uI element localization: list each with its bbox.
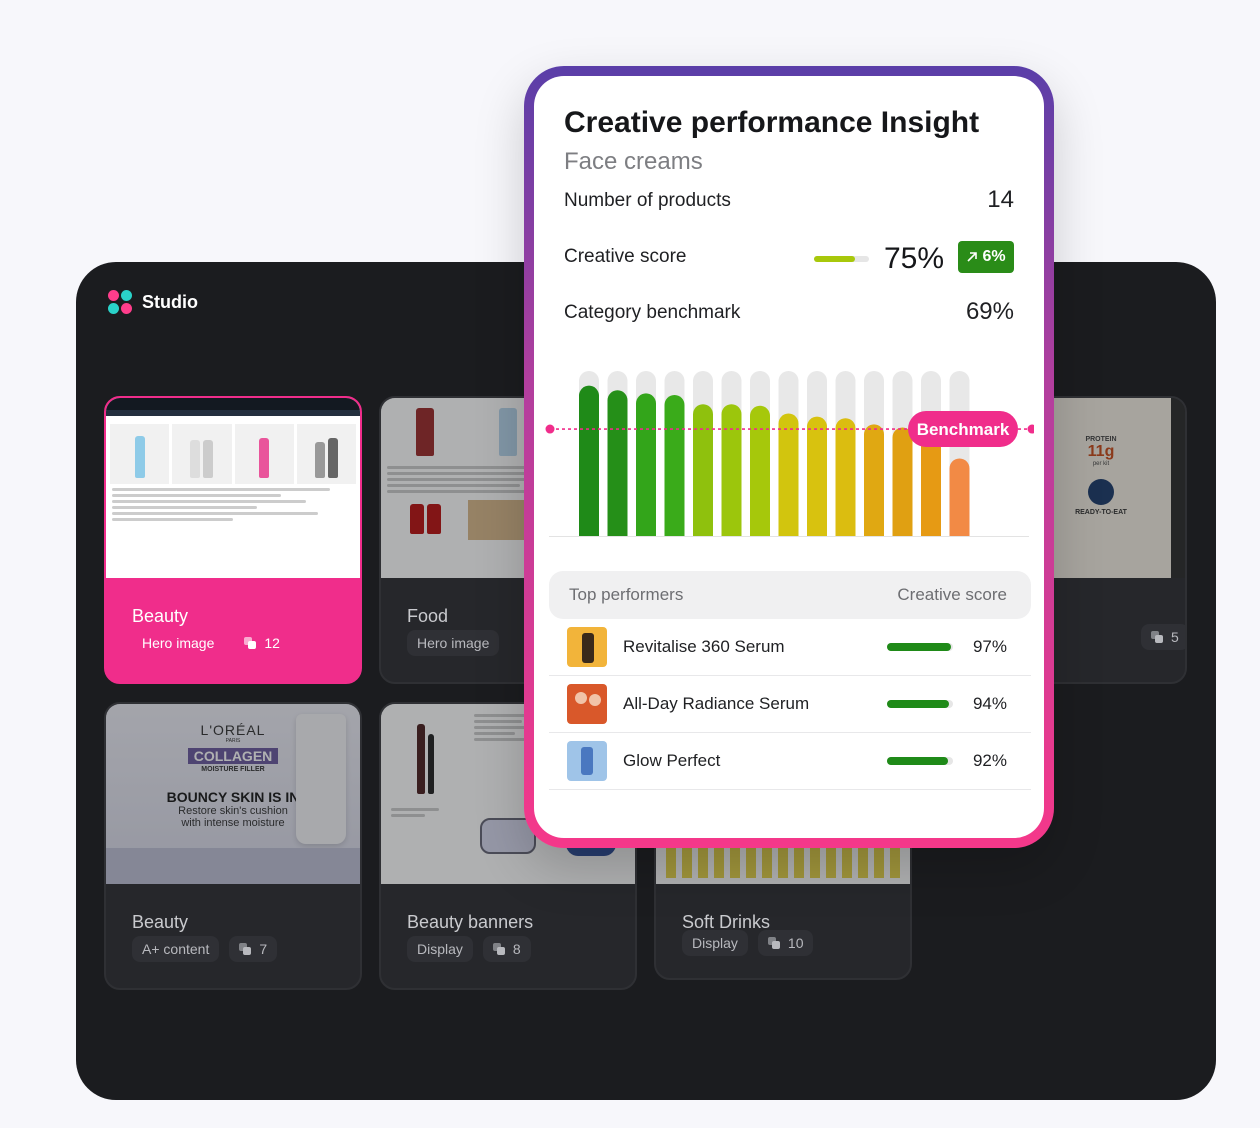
card-count: 10 (787, 935, 804, 951)
thumb-protein-ready: READY-TO-EAT (1075, 509, 1127, 516)
product-name: Glow Perfect (623, 751, 721, 770)
copy-icon (244, 637, 257, 649)
collection-card-beauty-hero[interactable]: Beauty Hero image 12 (104, 396, 362, 684)
product-thumbnail (567, 741, 607, 781)
chart-bar[interactable] (807, 416, 827, 536)
studio-name: Studio (142, 291, 198, 312)
thumb-headline: BOUNCY SKIN IS IN (166, 789, 300, 805)
table-row[interactable]: Revitalise 360 Serum 97% (549, 619, 1031, 676)
chart-bar[interactable] (921, 433, 941, 536)
benchmark-label: Benchmark (917, 420, 1010, 439)
score-bar (814, 256, 869, 262)
benchmark-endpoint (545, 424, 555, 434)
insight-panel-frame: Creative performance Insight Face creams… (524, 66, 1054, 848)
card-type-badge: Hero image (142, 635, 215, 651)
card-type-badge: Display (682, 930, 748, 956)
card-title: Beauty (132, 912, 189, 932)
chart-bar[interactable] (579, 385, 599, 536)
thumb-sub2: with intense moisture (181, 817, 285, 829)
collection-card-beauty-aplus[interactable]: L'ORÉAL PARIS COLLAGEN MOISTURE FILLER B… (104, 702, 362, 990)
score-delta: 6% (982, 248, 1006, 265)
card-count-badge: 8 (482, 936, 531, 962)
insight-subtitle: Face creams (564, 148, 703, 175)
chart-bar[interactable] (693, 404, 713, 536)
chart-bar[interactable] (949, 458, 970, 537)
score-label: Creative score (564, 246, 687, 267)
card-thumbnail (106, 398, 360, 578)
insight-title: Creative performance Insight (564, 106, 980, 139)
insight-panel: Creative performance Insight Face creams… (534, 76, 1044, 838)
studio-logo-icon (108, 290, 132, 314)
table-row[interactable]: All-Day Radiance Serum 94% (549, 676, 1031, 733)
thumb-collagen: COLLAGEN (187, 748, 279, 764)
card-title: Beauty (132, 606, 189, 626)
benchmark-label-pill (908, 411, 1018, 448)
product-score: 92% (972, 751, 1007, 770)
card-title: Food (407, 606, 449, 626)
thumb-brand-paris: PARIS (225, 738, 241, 744)
score-value: 75% (884, 242, 945, 275)
benchmark-endpoint (1027, 424, 1034, 434)
chart-bar[interactable] (778, 413, 799, 536)
benchmark-value: 69% (965, 298, 1014, 325)
card-type-badge: A+ content (132, 936, 220, 962)
product-name: Revitalise 360 Serum (623, 637, 785, 656)
header-creative-score: Creative score (897, 585, 1007, 604)
chart-bar[interactable] (721, 404, 742, 536)
score-delta-badge: 6% (958, 241, 1014, 273)
chart-bar[interactable] (664, 394, 685, 536)
table-header: Top performers Creative score (549, 571, 1031, 619)
chart-bar[interactable] (607, 390, 628, 536)
header-top-performers: Top performers (569, 585, 684, 604)
products-value: 14 (987, 186, 1014, 213)
card-type-badge: Hero image (407, 630, 500, 656)
score-distribution-chart: Benchmark (545, 371, 1034, 537)
card-count: 5 (1171, 629, 1179, 645)
card-count-badge: 7 (229, 936, 278, 962)
benchmark-label: Category benchmark (564, 302, 741, 323)
studio-logo[interactable]: Studio (108, 290, 198, 314)
thumb-protein-amount: 11g (1087, 443, 1115, 460)
card-title: Soft Drinks (682, 912, 771, 932)
card-count-badge: 10 (757, 930, 814, 956)
product-thumbnail (567, 684, 607, 724)
thumb-brand: L'ORÉAL (200, 722, 266, 738)
card-title: Beauty banners (407, 912, 534, 932)
thumb-protein-per: per kit (1092, 461, 1110, 467)
card-count-badge: 5 (1141, 624, 1185, 650)
product-score-bar (887, 643, 953, 651)
copy-icon (767, 937, 780, 949)
chart-bar[interactable] (636, 393, 656, 536)
thumb-protein-label: PROTEIN (1085, 436, 1117, 443)
arrow-up-right-icon (967, 252, 978, 262)
product-name: All-Day Radiance Serum (623, 694, 810, 713)
thumb-filler: MOISTURE FILLER (201, 766, 265, 773)
card-count: 7 (259, 941, 268, 957)
product-score-bar (887, 700, 953, 708)
products-label: Number of products (564, 190, 731, 211)
chart-bar[interactable] (892, 427, 913, 537)
copy-icon (239, 943, 252, 955)
product-score-bar (887, 757, 953, 765)
copy-icon (1151, 631, 1163, 643)
chart-bar[interactable] (835, 418, 856, 536)
collection-card-protein[interactable]: PROTEIN 11g per kit READY-TO-EAT 5 (929, 396, 1187, 684)
card-count-badge: 12 (234, 630, 290, 656)
card-type-badge: Display (407, 936, 473, 962)
card-thumbnail: L'ORÉAL PARIS COLLAGEN MOISTURE FILLER B… (106, 704, 360, 884)
product-thumbnail (567, 627, 607, 667)
top-performers-table: Top performers Creative score Revitalise… (549, 571, 1031, 790)
chart-bar[interactable] (750, 405, 770, 536)
chart-bar[interactable] (864, 424, 884, 536)
product-score: 97% (972, 637, 1007, 656)
thumb-sub1: Restore skin's cushion (178, 805, 288, 817)
product-score: 94% (972, 694, 1007, 713)
card-count: 12 (264, 635, 280, 651)
table-row[interactable]: Glow Perfect 92% (549, 733, 1031, 790)
copy-icon (492, 943, 505, 955)
card-count: 8 (512, 941, 521, 957)
